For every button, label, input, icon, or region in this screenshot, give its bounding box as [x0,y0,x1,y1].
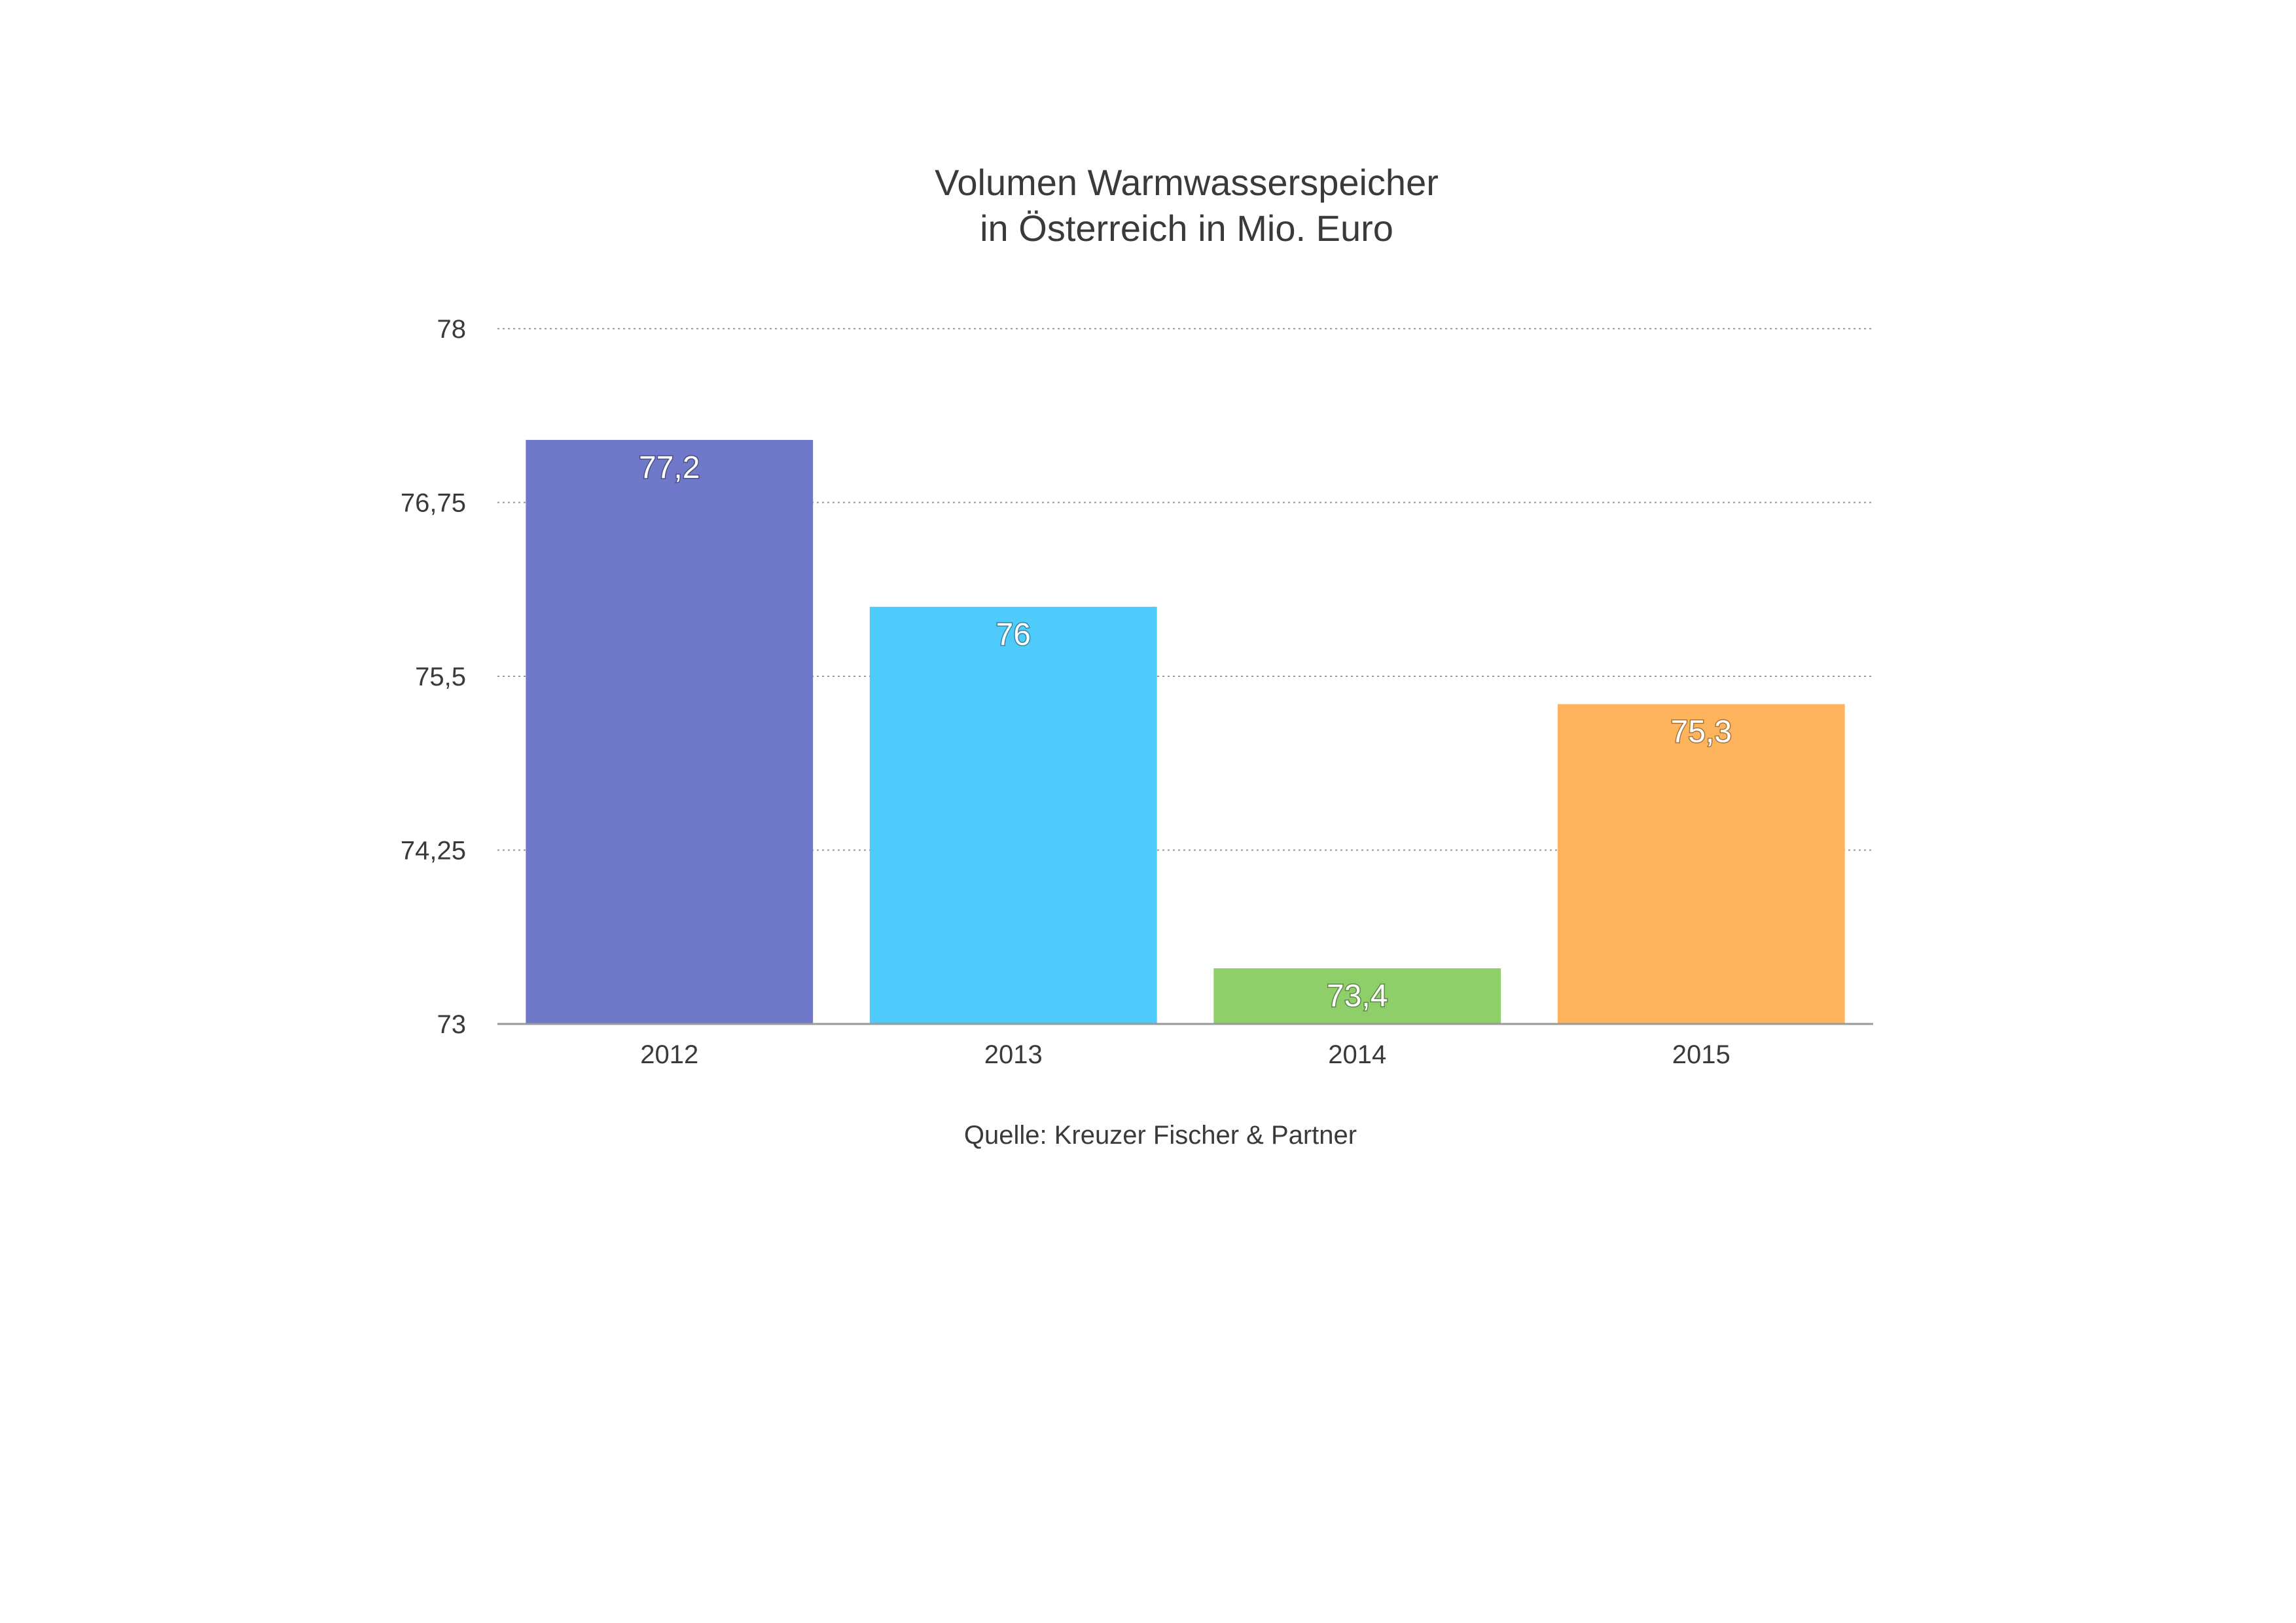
y-tick-label: 75,5 [415,663,466,691]
y-tick-label: 78 [437,315,467,344]
x-category-label: 2015 [1672,1040,1731,1069]
bar-2013 [869,606,1157,1024]
bars [526,439,1845,1024]
y-tick-label: 74,25 [401,837,466,866]
y-tick-label: 73 [437,1010,467,1039]
value-labels: 77,2 76 73,4 75,3 [638,449,1733,1014]
chart-title-line-2: in Österreich in Mio. Euro [980,208,1393,249]
bar-2015 [1557,704,1845,1024]
bar-value-label: 73,4 [1327,979,1388,1013]
source-note: Quelle: Kreuzer Fischer & Partner [964,1121,1357,1150]
y-axis-ticks: 73 74,25 75,5 76,75 78 [401,315,466,1039]
x-axis-categories: 2012 2013 2014 2015 [640,1040,1730,1069]
y-tick-label: 76,75 [401,489,466,518]
x-category-label: 2013 [984,1040,1043,1069]
x-category-label: 2012 [640,1040,698,1069]
bar-value-label: 77,2 [639,450,700,485]
chart-title-line-1: Volumen Warmwasserspeicher [935,162,1439,203]
bar-value-label: 76 [996,617,1031,652]
bar-value-label: 75,3 [1671,714,1732,749]
x-category-label: 2014 [1328,1040,1386,1069]
bar-2012 [526,439,814,1024]
bar-2014 [1213,968,1501,1024]
gridlines [497,328,1873,851]
